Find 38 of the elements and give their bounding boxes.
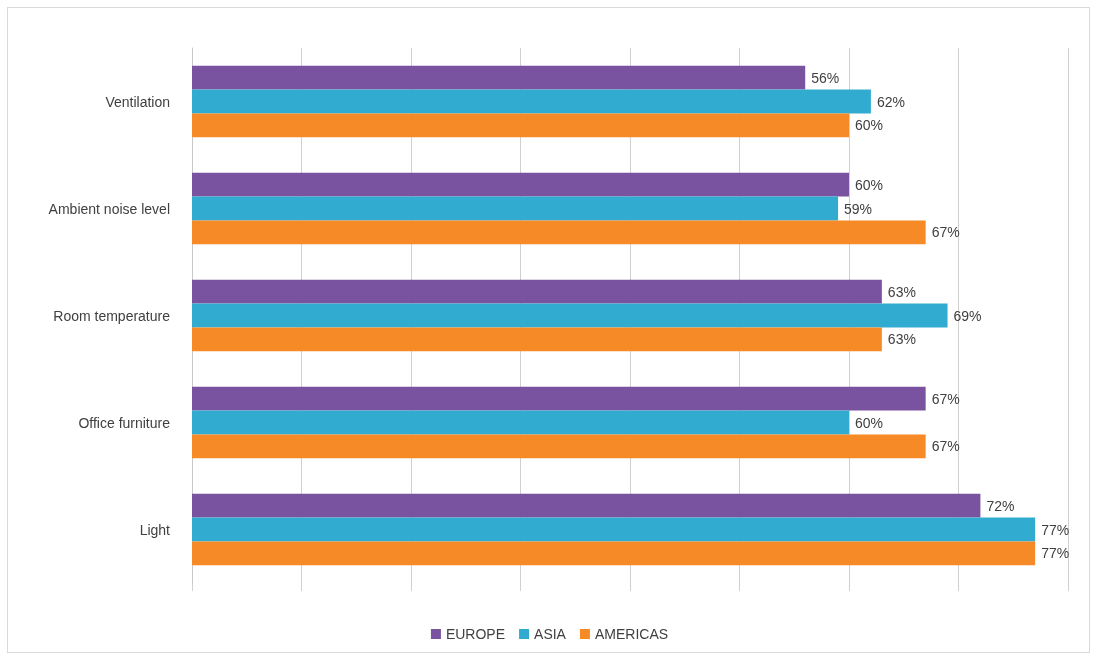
data-label: 63% <box>887 283 916 300</box>
bar <box>192 410 849 435</box>
y-tick-label: Room temperature <box>53 307 171 324</box>
bar <box>192 196 839 221</box>
data-label: 62% <box>876 93 905 110</box>
y-tick-label: Light <box>139 521 171 538</box>
data-label: 60% <box>855 117 884 134</box>
data-label: 69% <box>953 307 982 324</box>
bar <box>192 386 926 411</box>
y-tick-label: Ambient noise level <box>48 200 170 217</box>
data-label: 67% <box>931 224 960 241</box>
data-label: 77% <box>1041 521 1070 538</box>
bar <box>192 172 849 197</box>
bar <box>192 220 926 245</box>
legend-label: AMERICAS <box>594 626 669 642</box>
data-label: 60% <box>855 176 884 193</box>
bar <box>192 434 926 459</box>
data-label: 72% <box>986 497 1015 514</box>
bar <box>192 279 882 304</box>
bar <box>192 65 806 90</box>
bar <box>192 89 871 114</box>
data-label: 67% <box>931 390 960 407</box>
legend-label: ASIA <box>534 626 567 642</box>
data-label: 60% <box>855 414 884 431</box>
bar <box>192 327 882 352</box>
bar <box>192 541 1036 566</box>
data-label: 63% <box>887 331 916 348</box>
y-tick-label: Ventilation <box>105 93 170 110</box>
data-label: 77% <box>1041 545 1070 562</box>
y-tick-label: Office furniture <box>78 414 171 431</box>
bar <box>192 303 948 328</box>
data-label: 56% <box>811 69 840 86</box>
legend-label: EUROPE <box>445 626 506 642</box>
bar <box>192 517 1036 542</box>
data-label: 67% <box>931 438 960 455</box>
bar <box>192 493 981 518</box>
data-label: 59% <box>844 200 873 217</box>
bar <box>192 113 849 138</box>
